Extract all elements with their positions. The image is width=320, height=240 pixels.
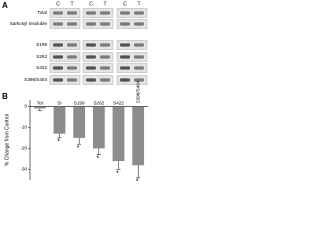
band xyxy=(86,55,96,59)
band xyxy=(134,11,144,15)
y-tick-label: -30 xyxy=(20,167,27,172)
blot xyxy=(49,19,81,29)
band xyxy=(120,66,130,70)
band xyxy=(67,66,77,70)
x-tick-label: S199 xyxy=(74,101,85,106)
band xyxy=(120,55,130,59)
bar xyxy=(112,106,125,162)
band xyxy=(86,78,96,82)
band xyxy=(100,11,110,15)
band xyxy=(53,66,63,70)
lane-header: C xyxy=(56,1,60,7)
blot xyxy=(49,52,81,62)
figure: A B % Change from Control C T C T C T Total Sar… xyxy=(2,1,148,185)
blot xyxy=(82,52,114,62)
band xyxy=(67,11,77,15)
row-label: Total xyxy=(37,10,47,15)
band xyxy=(134,55,144,59)
bar xyxy=(53,106,66,134)
blot xyxy=(49,63,81,73)
panel-label: A xyxy=(2,1,8,10)
band xyxy=(120,78,130,82)
lane-header: T xyxy=(70,1,73,7)
band xyxy=(86,22,96,26)
blot xyxy=(116,8,148,18)
band xyxy=(134,43,144,47)
y-tick-label: 0 xyxy=(24,104,27,109)
row-label: S199 xyxy=(36,42,47,47)
band xyxy=(100,66,110,70)
blot xyxy=(82,75,114,85)
x-tick-label: Tot xyxy=(37,101,44,106)
bar xyxy=(73,106,86,138)
band xyxy=(100,55,110,59)
band xyxy=(53,78,63,82)
band xyxy=(86,43,96,47)
blot xyxy=(49,8,81,18)
band xyxy=(53,11,63,15)
band xyxy=(100,22,110,26)
blot xyxy=(82,19,114,29)
band xyxy=(53,22,63,26)
significance: * xyxy=(77,145,80,152)
band xyxy=(86,11,96,15)
bar xyxy=(92,106,105,149)
y-tick-label: -20 xyxy=(20,146,27,151)
band xyxy=(67,43,77,47)
band xyxy=(100,43,110,47)
y-axis-label: % Change from Control xyxy=(4,114,10,166)
band xyxy=(134,22,144,26)
band xyxy=(134,66,144,70)
band xyxy=(120,43,130,47)
significance: * xyxy=(136,179,139,185)
x-tick-label: S262 xyxy=(93,101,104,106)
bar xyxy=(33,106,46,109)
blot xyxy=(49,40,81,50)
lane-header: T xyxy=(103,1,106,7)
band xyxy=(67,22,77,26)
lane-header: C xyxy=(89,1,93,7)
row-label: S262 xyxy=(36,54,47,59)
significance: * xyxy=(57,139,60,146)
bar xyxy=(132,106,145,166)
lane-header: T xyxy=(137,1,140,7)
band xyxy=(86,66,96,70)
band xyxy=(53,43,63,47)
lane-header: C xyxy=(123,1,127,7)
band xyxy=(100,78,110,82)
row-label: Sarkosyl Insoluble xyxy=(10,21,48,26)
blot xyxy=(49,75,81,85)
band xyxy=(120,22,130,26)
panel-label: B xyxy=(2,92,8,101)
y-tick-label: -10 xyxy=(20,125,27,130)
blot xyxy=(116,19,148,29)
x-tick-label: S422 xyxy=(113,101,124,106)
significance: * xyxy=(96,156,99,163)
blot xyxy=(82,8,114,18)
row-label: S396/S404 xyxy=(24,77,47,82)
x-tick-label: SI xyxy=(57,101,61,106)
band xyxy=(53,55,63,59)
blot xyxy=(82,40,114,50)
band xyxy=(120,11,130,15)
row-label: S422 xyxy=(36,65,47,70)
significance: * xyxy=(116,170,119,177)
band xyxy=(67,78,77,82)
blot xyxy=(116,75,148,85)
band xyxy=(67,55,77,59)
blot xyxy=(116,40,148,50)
x-tick-label: S396/S404 xyxy=(135,80,140,103)
blot xyxy=(116,63,148,73)
band xyxy=(134,78,144,82)
blot xyxy=(82,63,114,73)
blot xyxy=(116,52,148,62)
